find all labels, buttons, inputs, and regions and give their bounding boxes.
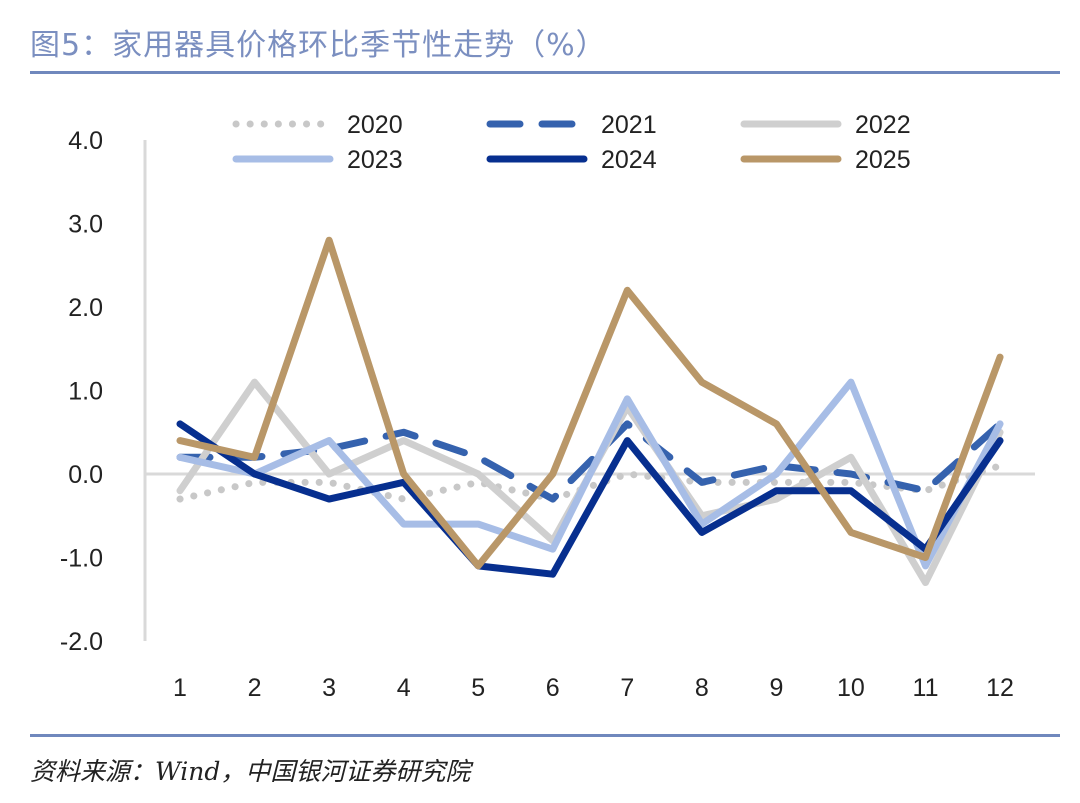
source-note: 资料来源：Wind，中国银河证券研究院 <box>30 757 471 786</box>
series-line-2023 <box>176 378 1004 570</box>
legend-label-2022: 2022 <box>855 111 911 139</box>
legend-label-2020: 2020 <box>347 111 403 139</box>
legend-label-2024: 2024 <box>601 146 657 174</box>
x-tick-label: 4 <box>397 674 411 702</box>
x-tick-label: 8 <box>695 674 709 702</box>
x-tick-label: 1 <box>173 674 187 702</box>
chart-title: 图5：家用器具价格环比季节性走势（%） <box>30 28 607 63</box>
x-tick-label: 11 <box>913 674 939 702</box>
x-tick-label: 6 <box>546 674 560 702</box>
y-tick-label: 0.0 <box>68 461 103 489</box>
source-divider <box>30 734 1060 737</box>
y-tick-label: 2.0 <box>68 294 103 322</box>
y-tick-label: -2.0 <box>60 628 103 656</box>
x-tick-label: 5 <box>471 674 485 702</box>
x-tick-label: 2 <box>248 674 262 702</box>
series-line-2024 <box>176 420 1004 578</box>
x-tick-label: 3 <box>322 674 336 702</box>
x-tick-label: 12 <box>986 674 1014 702</box>
y-tick-label: 3.0 <box>68 211 103 239</box>
y-tick-label: -1.0 <box>60 545 103 573</box>
y-tick-label: 4.0 <box>68 127 103 155</box>
series-line-2020 <box>176 462 1004 503</box>
title-divider <box>30 71 1060 74</box>
legend-label-2021: 2021 <box>601 111 657 139</box>
legend-label-2023: 2023 <box>347 146 403 174</box>
x-tick-label: 7 <box>620 674 634 702</box>
x-tick-label: 10 <box>837 674 865 702</box>
series-line-2025 <box>176 236 1004 570</box>
y-tick-label: 1.0 <box>68 378 103 406</box>
x-tick-label: 9 <box>769 674 783 702</box>
legend-label-2025: 2025 <box>855 146 911 174</box>
